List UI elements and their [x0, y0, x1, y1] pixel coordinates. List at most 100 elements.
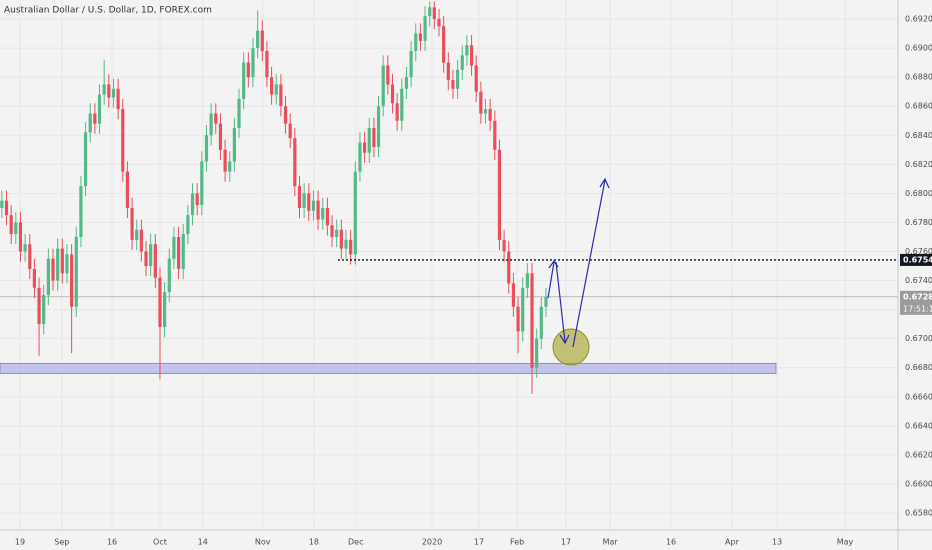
candle-body — [474, 65, 478, 92]
candle-body — [70, 254, 74, 307]
candle-body — [316, 200, 320, 220]
candle-body — [293, 138, 297, 187]
candle-body — [9, 215, 13, 235]
candle-body — [409, 50, 413, 78]
candle-body — [386, 65, 390, 85]
candle-body — [530, 273, 534, 368]
candle-body — [302, 193, 306, 208]
candle-body — [56, 248, 60, 281]
candle-body — [539, 306, 543, 339]
candle-body — [204, 135, 209, 162]
candle-body — [0, 200, 4, 208]
candle-body — [469, 45, 474, 66]
candle-body — [362, 142, 367, 153]
candle-body — [432, 7, 436, 20]
candle-body — [242, 62, 246, 99]
candle-body — [167, 258, 171, 293]
candle-body — [65, 254, 69, 274]
candle-body — [102, 84, 106, 95]
candle-body — [372, 127, 376, 147]
candle-body — [288, 123, 292, 139]
candle-body — [446, 62, 450, 81]
candle-body — [367, 127, 371, 153]
candle-body — [246, 62, 250, 78]
arrow-head — [559, 334, 570, 345]
x-tick-label: 18 — [309, 538, 319, 547]
last-price-box — [900, 290, 932, 315]
candle-body — [214, 113, 218, 124]
candle-body — [279, 84, 283, 107]
x-tick-label: Feb — [510, 538, 524, 547]
candle-body — [60, 248, 64, 274]
arrow — [555, 261, 566, 343]
candle-body — [395, 103, 399, 121]
candle-body — [79, 186, 83, 237]
candle-body — [381, 65, 385, 107]
arrow — [572, 179, 606, 348]
candle-body — [260, 30, 264, 51]
candle-body — [88, 113, 92, 133]
candle-body — [200, 161, 204, 205]
x-tick-label: 17 — [561, 538, 571, 547]
candle-body — [451, 80, 455, 89]
candle-body — [4, 200, 9, 216]
candle-body — [176, 236, 181, 269]
candle-body — [311, 200, 316, 211]
candle-body — [488, 109, 492, 121]
arrow-head — [599, 177, 610, 189]
candle-body — [404, 77, 409, 89]
candle-body — [23, 244, 27, 252]
candle-body — [479, 91, 483, 114]
x-tick-label: May — [837, 538, 854, 547]
candle-body — [18, 222, 23, 252]
candle-body — [107, 84, 111, 98]
candle-body — [186, 215, 190, 235]
y-tick-label: 0.69200 — [905, 15, 932, 24]
candle-body — [97, 94, 102, 124]
candle-body — [339, 229, 343, 249]
candle-body — [535, 338, 539, 368]
candle-body — [83, 132, 88, 187]
candle-body — [144, 251, 148, 267]
candle-body — [465, 45, 469, 56]
x-tick-label: Oct — [153, 538, 167, 547]
x-tick-label: Apr — [725, 538, 740, 547]
candle-body — [376, 106, 381, 147]
candle-body — [228, 161, 232, 172]
candle-body — [42, 295, 46, 325]
candle-body — [121, 109, 125, 172]
candle-body — [265, 50, 269, 78]
candle-body — [321, 207, 325, 220]
candle-body — [111, 88, 116, 98]
candle-body — [423, 16, 427, 41]
candle-body — [418, 33, 422, 41]
candle-body — [325, 207, 329, 226]
candle-body — [297, 186, 302, 208]
candle-body — [428, 7, 432, 17]
x-tick-label: 16 — [666, 538, 676, 547]
candle-body — [437, 19, 441, 27]
candle-body — [502, 239, 506, 252]
candle-body — [237, 98, 241, 128]
candle-body — [74, 236, 78, 307]
candle-body — [32, 268, 37, 288]
candle-body — [544, 296, 548, 307]
x-tick-label: 13 — [772, 538, 782, 547]
candle-body — [525, 273, 529, 288]
candle-body — [511, 283, 516, 307]
candle-body — [37, 287, 41, 325]
x-tick-label: 19 — [15, 538, 25, 547]
candle-body — [307, 193, 311, 211]
candle-body — [28, 244, 32, 269]
candle-body — [232, 127, 236, 162]
